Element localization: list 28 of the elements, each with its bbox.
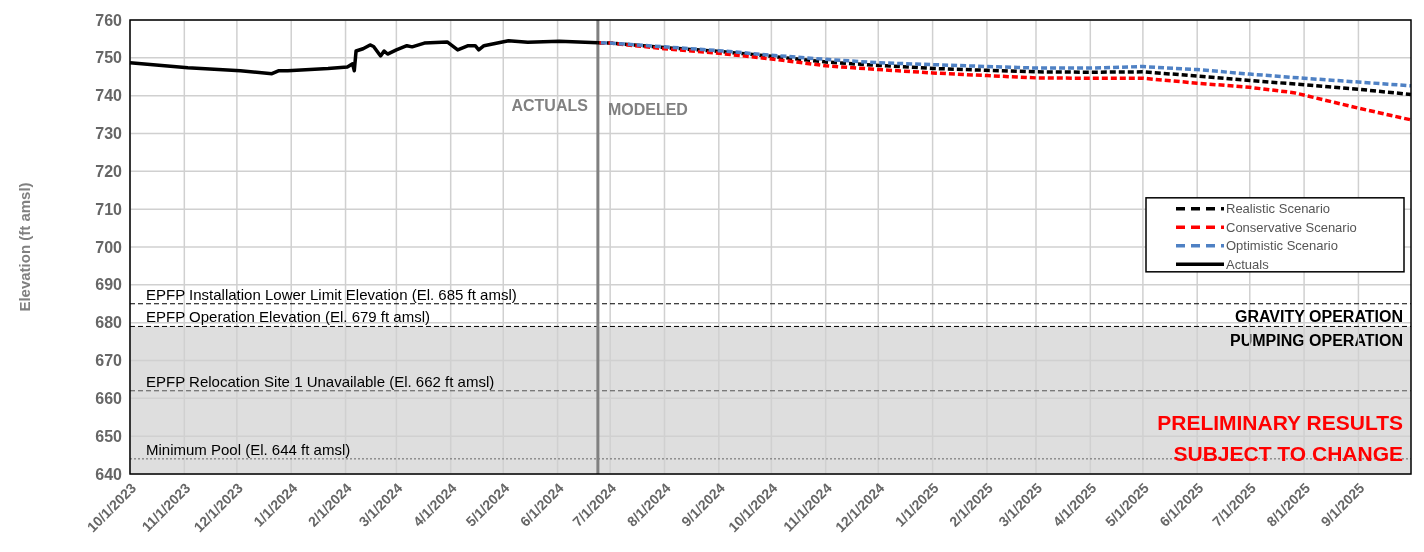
y-tick-label: 700 <box>95 238 123 256</box>
y-tick-label: 760 <box>95 11 123 29</box>
legend-label: Conservative Scenario <box>1226 219 1357 235</box>
line-series <box>596 40 1413 122</box>
legend-label: Optimistic Scenario <box>1226 238 1338 254</box>
y-tick-label: 750 <box>95 49 123 67</box>
ref-line-label: EPFP Installation Lower Limit Elevation (El. 685 ft amsl) <box>146 285 517 303</box>
y-tick-label: 640 <box>95 465 123 483</box>
y-tick-label: 720 <box>95 162 123 180</box>
y-tick-label: 710 <box>95 200 123 218</box>
annotation: PRELIMINARY RESULTS SUBJECT TO CHANGE <box>1157 411 1403 465</box>
y-tick-label: 730 <box>95 125 123 143</box>
y-tick-label: 690 <box>95 276 123 294</box>
ref-line-label: EPFP Relocation Site 1 Unavailable (El. 662 ft amsl) <box>146 372 495 390</box>
annotation: ACTUALS <box>511 96 589 114</box>
y-tick-label: 740 <box>95 87 123 105</box>
legend-label: Realistic Scenario <box>1226 201 1331 217</box>
annotation: MODELED <box>607 100 688 118</box>
y-tick-label: 670 <box>95 352 123 370</box>
legend-label: Actuals <box>1226 256 1270 272</box>
y-tick-label: 650 <box>95 427 123 445</box>
ref-line-label: EPFP Operation Elevation (El. 679 ft amsl) <box>146 308 431 326</box>
y-axis-title: Elevation (ft amsl) <box>16 182 33 312</box>
y-tick-label: 660 <box>95 389 123 407</box>
y-tick-label: 680 <box>95 314 123 332</box>
ref-line-label: Minimum Pool (El. 644 ft amsl) <box>146 440 351 458</box>
annotation: GRAVITY OPERATION <box>1234 307 1403 325</box>
band-label: PUMPING OPERATION <box>1229 332 1403 350</box>
